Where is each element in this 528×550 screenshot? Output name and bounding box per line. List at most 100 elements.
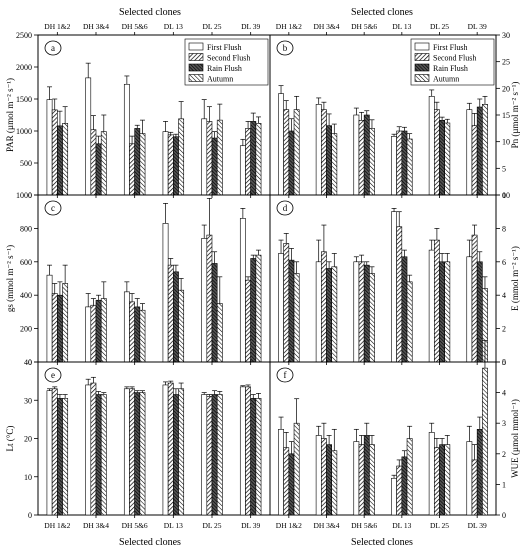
bar xyxy=(100,298,107,363)
y-tick-label: 0 xyxy=(502,191,506,200)
bar xyxy=(162,223,169,363)
legend-label: Autumn xyxy=(207,75,233,84)
top-x-axis-title-right: Selected clones xyxy=(351,7,413,18)
bar xyxy=(90,304,97,363)
bar xyxy=(255,398,262,516)
bar xyxy=(46,274,53,363)
y-axis-label: Lt (°C) xyxy=(5,426,15,452)
bar xyxy=(178,118,185,196)
x-tick-label: DH 5&6 xyxy=(122,521,148,530)
bar xyxy=(85,306,92,363)
panel-label: d xyxy=(283,203,288,213)
x-tick-label: DH 5&6 xyxy=(122,22,148,31)
bar xyxy=(85,77,92,196)
bar xyxy=(178,388,185,516)
y-tick-label: 0 xyxy=(28,511,32,520)
y-tick-label: 20 xyxy=(24,435,32,444)
bar xyxy=(216,303,223,363)
bar xyxy=(358,261,365,363)
y-tick-label: 40 xyxy=(24,358,32,367)
legend-swatch xyxy=(188,42,204,51)
x-tick-label: DL 39 xyxy=(241,22,260,31)
bar xyxy=(466,109,473,196)
legend-label: First Flush xyxy=(433,43,467,52)
bar xyxy=(62,123,69,196)
panel-a: a 0 500 1000 1500 2000 2500 PAR (µmol m⁻² s⁻¹) D… xyxy=(5,22,271,200)
bar xyxy=(363,435,370,516)
x-tick-label: DL 25 xyxy=(202,22,221,31)
y-tick-label: 5 xyxy=(502,164,506,173)
bar xyxy=(331,133,338,196)
bar xyxy=(51,388,58,516)
bar xyxy=(320,251,327,363)
bar xyxy=(331,450,338,516)
bar xyxy=(363,114,370,196)
bar xyxy=(466,441,473,516)
bar xyxy=(401,456,408,516)
bar xyxy=(471,125,478,196)
y-axis-label: WUE (µmol mmol⁻¹) xyxy=(510,399,520,478)
bar xyxy=(439,261,445,363)
x-tick-label: DH 3&4 xyxy=(313,521,339,530)
panel-frame xyxy=(37,194,271,363)
bar xyxy=(293,422,300,516)
y-tick-label: 1000 xyxy=(16,127,32,136)
y-tick-label: 400 xyxy=(20,291,32,300)
x-tick-label: DL 39 xyxy=(241,521,260,530)
bar xyxy=(331,266,338,363)
bar xyxy=(173,271,179,363)
y-axis-label: gs (mmol m⁻² s⁻¹) xyxy=(5,245,15,312)
bar xyxy=(482,367,488,516)
y-tick-label: 600 xyxy=(20,258,32,267)
y-tick-label: 0 xyxy=(502,358,506,367)
bar xyxy=(476,261,483,363)
bar xyxy=(353,261,360,363)
bar xyxy=(288,259,295,363)
bar xyxy=(288,453,295,516)
panel-label: e xyxy=(51,370,55,380)
bar xyxy=(129,143,135,196)
bar xyxy=(57,125,63,196)
bar xyxy=(326,444,332,516)
y-tick-label: 8 xyxy=(502,224,506,233)
bar xyxy=(139,309,146,363)
bar xyxy=(358,120,365,196)
y-tick-label: 5 xyxy=(502,358,506,367)
bar xyxy=(201,238,208,363)
bar xyxy=(278,253,284,363)
bar xyxy=(278,93,284,196)
bar xyxy=(129,388,135,516)
y-tick-label: 6 xyxy=(502,258,506,267)
bar xyxy=(46,99,53,196)
legend-label: First Flush xyxy=(207,43,241,52)
bar xyxy=(401,130,408,196)
bar xyxy=(173,394,179,516)
legend-label: Rain Flush xyxy=(207,64,242,73)
y-tick-label: 0 xyxy=(28,358,32,367)
bar xyxy=(320,109,327,196)
x-tick-label: DL 25 xyxy=(430,22,449,31)
panel-label: a xyxy=(51,43,55,53)
y-tick-label: 30 xyxy=(24,396,32,405)
bar xyxy=(167,382,174,516)
panel-d: d 0 2 4 6 8 10 E (mmol m⁻² s⁻¹) xyxy=(269,191,520,367)
y-tick-label: 800 xyxy=(20,224,32,233)
bar xyxy=(439,444,445,516)
bar xyxy=(95,299,102,363)
bar xyxy=(293,109,300,196)
bottom-x-axis-title: Selected clones xyxy=(119,537,181,548)
bar xyxy=(129,301,135,363)
bar xyxy=(123,291,130,363)
bar xyxy=(476,106,483,196)
bar xyxy=(471,459,478,516)
panel-label-circle xyxy=(44,367,62,383)
bar xyxy=(57,294,63,363)
bar xyxy=(396,465,403,516)
x-tick-label: DL 25 xyxy=(202,521,221,530)
bar xyxy=(444,122,451,196)
y-tick-label: 1000 xyxy=(16,191,32,200)
bar xyxy=(90,382,97,516)
y-axis-label: Pn (µmol m⁻² s⁻¹) xyxy=(510,82,520,149)
x-tick-label: DH 1&2 xyxy=(44,22,70,31)
bar xyxy=(283,109,290,196)
